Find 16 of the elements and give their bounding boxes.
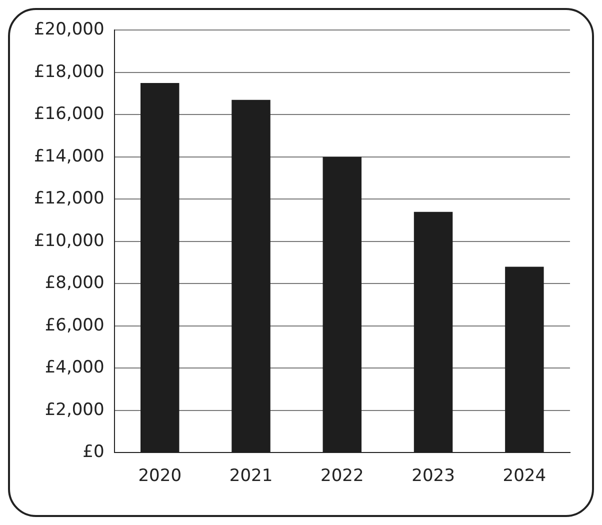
- y-tick-label: £10,000: [34, 230, 104, 251]
- x-tick-label: 2021: [229, 466, 273, 486]
- y-tick-label: £0: [82, 442, 104, 462]
- y-tick-label: £4,000: [44, 358, 104, 378]
- y-tick-label: £18,000: [34, 62, 104, 82]
- y-tick-label: £6,000: [44, 315, 104, 336]
- y-tick-label: £16,000: [34, 104, 104, 124]
- y-tick-label: £2,000: [44, 400, 104, 420]
- y-tick-label: £14,000: [34, 146, 104, 166]
- x-tick-label: 2020: [138, 466, 182, 486]
- x-tick-label: 2023: [412, 466, 455, 486]
- y-tick-label: £8,000: [44, 273, 104, 294]
- y-tick-label: £12,000: [34, 188, 104, 209]
- x-tick-label: 2022: [320, 466, 364, 486]
- x-tick-label: 2024: [502, 466, 546, 486]
- y-tick-label: £20,000: [34, 20, 104, 40]
